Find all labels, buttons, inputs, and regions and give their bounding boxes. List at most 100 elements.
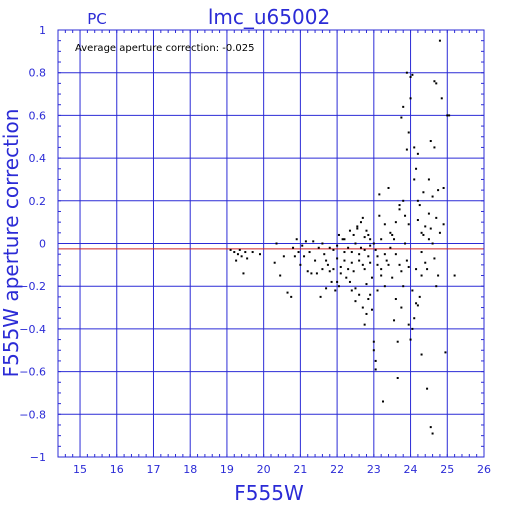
data-point xyxy=(409,338,412,341)
data-point xyxy=(420,274,423,277)
data-point xyxy=(415,302,418,305)
data-point xyxy=(303,255,306,258)
x-tick-label: 19 xyxy=(220,463,234,476)
data-point xyxy=(374,248,377,251)
x-tick-label: 16 xyxy=(110,463,124,476)
data-point xyxy=(290,295,293,298)
data-point xyxy=(413,146,416,149)
data-point xyxy=(438,39,441,42)
data-point xyxy=(409,75,412,78)
data-point xyxy=(415,268,418,271)
data-point xyxy=(328,270,331,273)
data-point xyxy=(361,306,364,309)
data-point xyxy=(236,253,239,256)
x-tick-label: 18 xyxy=(183,463,197,476)
x-tick-label: 26 xyxy=(477,463,491,476)
y-tick-label: −0.2 xyxy=(19,280,46,293)
data-point xyxy=(431,242,434,245)
data-point xyxy=(293,255,296,258)
data-point xyxy=(389,231,392,234)
data-point xyxy=(389,246,392,249)
data-point xyxy=(369,261,372,264)
data-point xyxy=(393,319,396,322)
data-point xyxy=(420,251,423,254)
data-point xyxy=(420,231,423,234)
data-point xyxy=(325,287,328,290)
data-point xyxy=(365,229,368,232)
data-point xyxy=(350,289,353,292)
data-point xyxy=(343,251,346,254)
data-point xyxy=(354,287,357,290)
data-point xyxy=(365,312,368,315)
data-point xyxy=(352,270,355,273)
data-point xyxy=(429,227,432,230)
data-point xyxy=(435,216,438,219)
data-point xyxy=(348,280,351,283)
data-point xyxy=(326,263,329,266)
data-point xyxy=(415,167,418,170)
data-point xyxy=(361,263,364,266)
data-point xyxy=(235,259,238,262)
y-tick-label: 0.4 xyxy=(29,152,47,165)
x-tick-label: 20 xyxy=(257,463,271,476)
data-point xyxy=(350,251,353,254)
data-point xyxy=(308,251,311,254)
data-point xyxy=(391,276,394,279)
data-point xyxy=(440,97,443,100)
y-tick-label: 0.6 xyxy=(29,109,47,122)
data-point xyxy=(304,240,307,243)
data-point xyxy=(411,73,414,76)
y-tick-label: −0.4 xyxy=(19,323,46,336)
data-point xyxy=(446,114,449,117)
data-point xyxy=(354,300,357,303)
y-axis-label: F555W aperture correction xyxy=(0,109,23,378)
data-point xyxy=(433,80,436,83)
y-tick-label: −0.8 xyxy=(19,408,46,421)
data-point xyxy=(426,387,429,390)
data-point xyxy=(348,229,351,232)
reference-lines xyxy=(58,243,484,250)
data-point xyxy=(336,244,339,247)
data-point xyxy=(251,251,254,254)
data-point xyxy=(378,193,381,196)
data-point xyxy=(242,272,245,275)
data-point xyxy=(387,263,390,266)
y-tick-label: −1 xyxy=(30,451,46,464)
data-point xyxy=(319,295,322,298)
data-point xyxy=(435,82,438,85)
data-point xyxy=(358,293,361,296)
data-point xyxy=(332,268,335,271)
data-point xyxy=(393,238,396,241)
data-point xyxy=(282,255,285,258)
data-point xyxy=(343,259,346,262)
data-point xyxy=(369,293,372,296)
data-point xyxy=(314,259,317,262)
data-point xyxy=(385,259,388,262)
data-point xyxy=(273,261,276,264)
data-point xyxy=(229,248,232,251)
data-point xyxy=(378,214,381,217)
data-point xyxy=(383,285,386,288)
data-point xyxy=(396,377,399,380)
data-point xyxy=(416,304,419,307)
data-point xyxy=(442,186,445,189)
data-point xyxy=(394,253,397,256)
data-point xyxy=(365,283,368,286)
data-point xyxy=(343,238,346,241)
data-point xyxy=(422,233,425,236)
data-point xyxy=(409,97,412,100)
data-point xyxy=(413,317,416,320)
data-point xyxy=(383,223,386,226)
data-point xyxy=(438,231,441,234)
data-point xyxy=(337,233,340,236)
data-point xyxy=(407,131,410,134)
data-point xyxy=(400,116,403,119)
data-point xyxy=(341,238,344,241)
data-point xyxy=(400,270,403,273)
data-point xyxy=(369,244,372,247)
data-point xyxy=(330,280,333,283)
data-point xyxy=(376,263,379,266)
data-point xyxy=(336,257,339,260)
data-point xyxy=(321,242,324,245)
data-point xyxy=(405,259,408,262)
